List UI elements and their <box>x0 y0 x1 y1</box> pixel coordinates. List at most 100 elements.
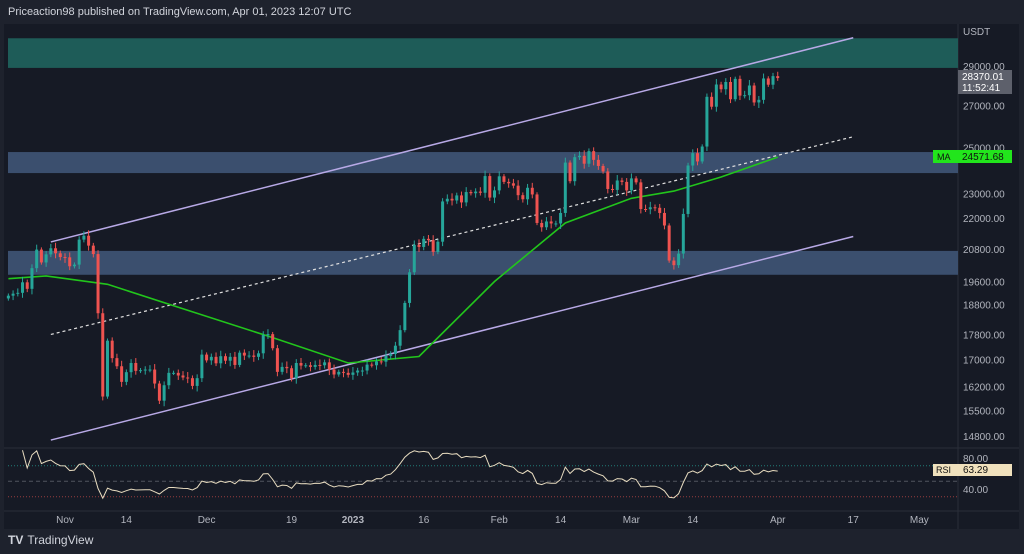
last-price-badge: 28370.01 11:52:41 <box>958 70 1012 94</box>
candle-body <box>776 76 780 79</box>
candle-body <box>16 292 20 294</box>
candle-body <box>540 222 544 228</box>
candle-body <box>129 362 133 373</box>
time-tick-label: 16 <box>418 515 430 526</box>
candle-body <box>568 162 572 182</box>
candle-body <box>63 257 67 259</box>
candle-body <box>516 185 520 196</box>
time-tick-label: Feb <box>491 515 509 526</box>
candle-body <box>304 365 308 367</box>
candles <box>6 71 780 407</box>
candle-body <box>611 188 615 190</box>
candle-body <box>91 245 95 255</box>
price-tick-label: 15500.00 <box>963 407 1005 418</box>
channel-lower-line <box>50 235 854 441</box>
candle-body <box>134 362 138 371</box>
candle-body <box>544 221 548 228</box>
candle-body <box>356 370 360 373</box>
price-axis[interactable]: 29000.00 27000.00 25000.00 23000.00 22000.00… <box>963 62 1005 443</box>
time-tick-label: 17 <box>848 515 860 526</box>
candle-body <box>398 330 402 346</box>
rsi-value: 63.29 <box>963 465 988 476</box>
ma-line <box>8 156 778 364</box>
candle-body <box>710 96 714 107</box>
time-tick-label: Dec <box>198 515 216 526</box>
candle-body <box>223 356 227 361</box>
time-tick-label: 14 <box>555 515 567 526</box>
candle-body <box>318 364 322 366</box>
time-axis[interactable]: Nov 14 Dec 19 2023 16 Feb 14 Mar 14 Apr 17 May <box>56 515 929 526</box>
rsi-line <box>22 450 778 500</box>
candle-body <box>422 238 426 247</box>
candle-body <box>186 377 190 379</box>
candle-body <box>143 369 147 371</box>
candle-body <box>341 371 345 373</box>
candle-body <box>502 176 506 182</box>
candle-body <box>563 162 567 213</box>
candle-body <box>313 364 317 367</box>
candle-body <box>577 155 581 158</box>
zone-mid <box>8 152 958 174</box>
price-tick-label: 14800.00 <box>963 432 1005 443</box>
candle-body <box>592 151 596 160</box>
candle-body <box>459 195 463 203</box>
resistance-zone-top <box>8 38 958 68</box>
candle-body <box>431 240 435 252</box>
candle-body <box>209 356 213 361</box>
candle-body <box>58 253 62 258</box>
rsi-label: RSI <box>936 465 951 475</box>
candle-body <box>266 334 270 336</box>
candle-body <box>370 364 374 366</box>
candle-body <box>35 249 39 269</box>
tradingview-brand[interactable]: TV TradingView <box>8 533 93 547</box>
candle-body <box>507 181 511 184</box>
candle-body <box>658 207 662 213</box>
candle-body <box>606 171 610 189</box>
candle-body <box>157 383 161 401</box>
candle-body <box>526 187 530 200</box>
zone-low <box>8 250 958 275</box>
price-tick-label: 18800.00 <box>963 300 1005 311</box>
candle-body <box>87 235 91 246</box>
candle-body <box>408 272 412 303</box>
candle-body <box>559 212 563 224</box>
candle-body <box>205 354 209 361</box>
candle-body <box>153 369 157 384</box>
last-price: 28370.01 <box>962 72 1004 83</box>
candle-body <box>629 178 633 191</box>
candle-body <box>757 99 761 103</box>
rsi-badge: RSI 63.29 <box>933 464 1012 476</box>
price-tick-label: 17800.00 <box>963 330 1005 341</box>
candle-body <box>634 178 638 183</box>
candle-body <box>695 153 699 162</box>
brand-name: TradingView <box>27 533 94 547</box>
candle-body <box>426 238 430 241</box>
candle-body <box>714 84 718 107</box>
channel-lines[interactable] <box>50 36 854 441</box>
candle-body <box>771 76 775 85</box>
candle-body <box>474 191 478 194</box>
candle-body <box>148 369 152 371</box>
candle-body <box>766 78 770 85</box>
rsi-tick-label: 80.00 <box>963 454 988 465</box>
price-tick-label: 17000.00 <box>963 356 1005 367</box>
candle-body <box>412 244 416 273</box>
candle-body <box>483 176 487 193</box>
candle-body <box>228 356 232 361</box>
candle-body <box>195 378 199 386</box>
candle-body <box>729 81 733 100</box>
candle-body <box>644 209 648 211</box>
candle-body <box>242 352 246 356</box>
candle-body <box>30 268 34 289</box>
candle-body <box>77 239 81 265</box>
candle-body <box>54 248 58 254</box>
candle-body <box>662 212 666 226</box>
candle-body <box>417 244 421 247</box>
candle-body <box>681 213 685 254</box>
candle-body <box>115 358 119 367</box>
candle-body <box>294 362 298 379</box>
candle-body <box>549 221 553 224</box>
candle-body <box>308 365 312 367</box>
price-tick-label: 29000.00 <box>963 62 1005 73</box>
